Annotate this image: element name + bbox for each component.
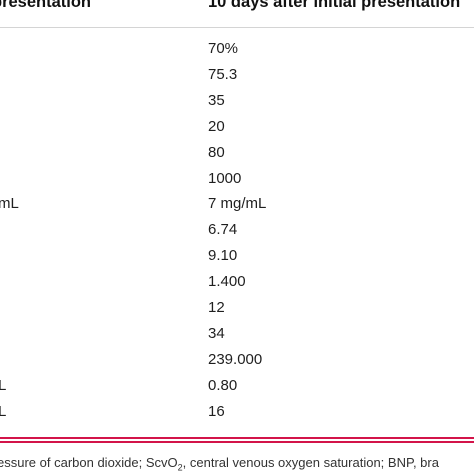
table-cell-after: 1.400: [208, 273, 246, 290]
table-cell-after: 35: [208, 92, 225, 109]
table-cell-after: 12: [208, 299, 225, 316]
table-footnote: essure of carbon dioxide; ScvO2, central…: [0, 455, 439, 473]
header-initial-presentation: presentation: [0, 0, 92, 11]
table-cell-after: 239.000: [208, 351, 263, 368]
table-cell-initial: L: [0, 403, 7, 420]
table-cell-after: 80: [208, 144, 225, 161]
footnote-text-2: , central venous oxygen saturation; BNP,…: [182, 455, 439, 470]
header-divider: [0, 27, 474, 28]
table-cell-after: 75.3: [208, 66, 238, 83]
header-10-days-after: 10 days after initial presentation: [208, 0, 461, 11]
table-cell-initial: mL: [0, 195, 19, 212]
table-cell-after: 1000: [208, 170, 242, 187]
table-cell-after: 0.80: [208, 377, 238, 394]
table-cell-after: 70%: [208, 40, 239, 57]
table-cell-initial: L: [0, 377, 7, 394]
table-cell-after: 6.74: [208, 221, 238, 238]
table-cell-after: 16: [208, 403, 225, 420]
table-cell-after: 34: [208, 325, 225, 342]
table-bottom-rule-lower: [0, 441, 474, 443]
table-bottom-rule-upper: [0, 437, 474, 439]
footnote-subscript: 2: [177, 462, 183, 473]
table-cell-after: 20: [208, 118, 225, 135]
table-cell-after: 7 mg/mL: [208, 195, 267, 212]
footnote-text-1: essure of carbon dioxide; ScvO: [0, 455, 178, 470]
table-cell-after: 9.10: [208, 247, 238, 264]
